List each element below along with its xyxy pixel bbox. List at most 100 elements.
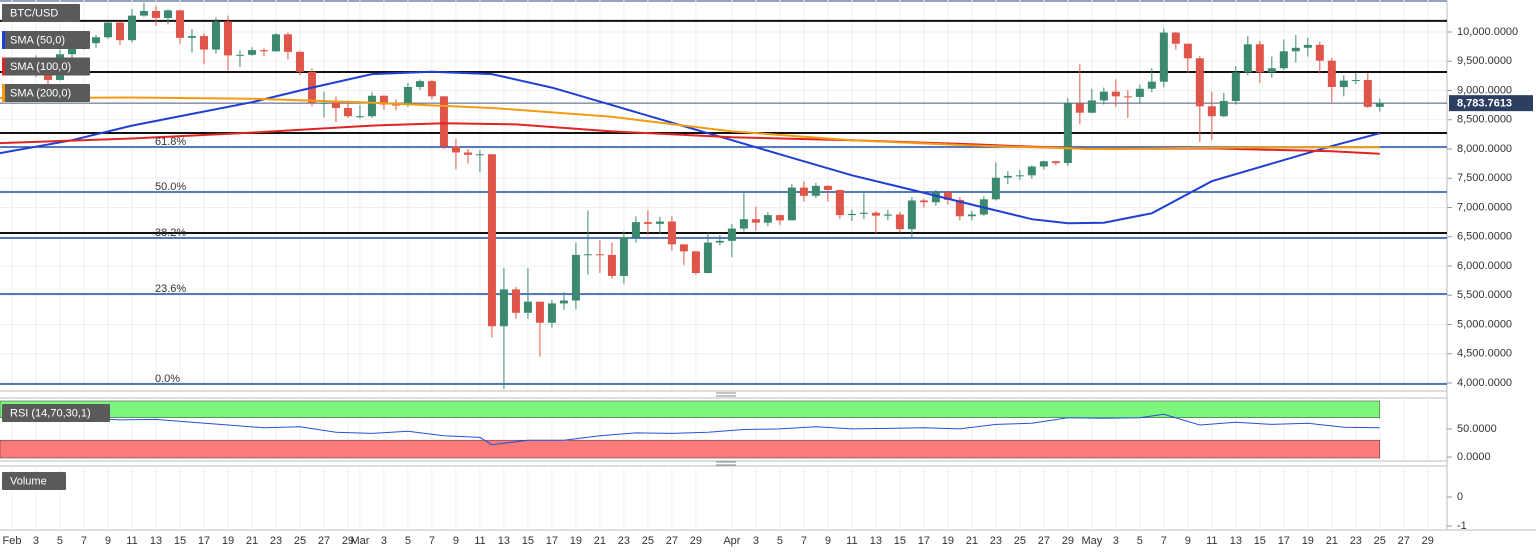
candle-body xyxy=(1123,96,1132,98)
candle-body xyxy=(43,73,52,80)
y-tick-label: 5,000.0000 xyxy=(1457,318,1512,330)
x-tick-label: 3 xyxy=(33,535,39,547)
x-tick-label: 13 xyxy=(498,535,510,547)
candle-body xyxy=(247,50,256,55)
x-tick-label: 25 xyxy=(642,535,654,547)
candle-body xyxy=(643,222,652,224)
y-tick-label: 0.0000 xyxy=(1457,451,1491,463)
legend-label: RSI (14,70,30,1) xyxy=(10,407,91,419)
candle-body xyxy=(103,22,112,38)
candle-body xyxy=(1291,47,1300,52)
x-tick-label: 23 xyxy=(990,535,1002,547)
candle-body xyxy=(1375,103,1384,107)
y-tick-label: -1 xyxy=(1457,520,1467,532)
fib-label: 61.8% xyxy=(155,136,186,148)
y-tick-label: 0 xyxy=(1457,491,1463,503)
candle-body xyxy=(1087,100,1096,113)
y-tick-label: 8,500.0000 xyxy=(1457,114,1512,126)
candle-body xyxy=(691,251,700,274)
candle-body xyxy=(631,222,640,238)
sma-line xyxy=(0,70,1381,225)
legend-color xyxy=(2,31,5,49)
oversold-band xyxy=(0,439,1381,459)
candle-body xyxy=(1255,44,1264,73)
candle-body xyxy=(571,254,580,301)
rsi-line xyxy=(11,413,1380,446)
x-tick-label: 5 xyxy=(1137,535,1143,547)
legend-box xyxy=(2,404,110,422)
candle-body xyxy=(439,96,448,147)
candle-body xyxy=(211,21,220,50)
candle-body xyxy=(295,51,304,72)
candle-body xyxy=(931,192,940,203)
resize-handle[interactable] xyxy=(716,392,736,397)
candle-body xyxy=(1267,68,1276,73)
candle-body xyxy=(1051,161,1060,164)
candle-body xyxy=(787,187,796,221)
candle-body xyxy=(1207,106,1216,117)
x-tick-label: May xyxy=(1081,535,1102,547)
candle-body xyxy=(139,10,148,16)
candle-body xyxy=(859,212,868,214)
candle-body xyxy=(919,200,928,203)
x-tick-label: 11 xyxy=(1206,535,1217,547)
legend-box xyxy=(2,84,90,102)
sma-line xyxy=(0,96,1380,151)
candle-body xyxy=(775,215,784,221)
candle-body xyxy=(1063,103,1072,164)
candle-body xyxy=(283,34,292,52)
x-tick-label: 29 xyxy=(1422,535,1434,547)
y-tick-label: 4,000.0000 xyxy=(1457,377,1512,389)
candle-body xyxy=(871,212,880,216)
candle-body xyxy=(883,214,892,216)
candle-body xyxy=(1243,44,1252,73)
candle-body xyxy=(655,221,664,224)
legend-label: SMA (200,0) xyxy=(10,87,71,99)
candle-body xyxy=(943,192,952,200)
candle-body xyxy=(67,46,76,55)
candle-body xyxy=(487,154,496,327)
candle-body xyxy=(559,300,568,304)
candle-body xyxy=(235,54,244,56)
legend-label: SMA (100,0) xyxy=(10,61,71,73)
candle-body xyxy=(991,177,1000,200)
x-tick-label: 21 xyxy=(1326,535,1338,547)
candle-body xyxy=(1111,91,1120,97)
x-tick-label: 11 xyxy=(846,535,857,547)
x-tick-label: 25 xyxy=(294,535,306,547)
x-tick-label: 5 xyxy=(57,535,63,547)
x-tick-label: 29 xyxy=(690,535,702,547)
legend-box xyxy=(2,57,90,76)
candle-body xyxy=(523,301,532,313)
candle-body xyxy=(199,36,208,50)
x-tick-label: 13 xyxy=(1230,535,1242,547)
candle-body xyxy=(619,237,628,276)
x-tick-label: 27 xyxy=(666,535,678,547)
candle-body xyxy=(91,37,100,44)
candle-body xyxy=(547,303,556,323)
candle-body xyxy=(1159,32,1168,82)
legend-box xyxy=(2,31,90,49)
candle-body xyxy=(667,221,676,245)
candle-body xyxy=(595,254,604,256)
candle-body xyxy=(967,214,976,217)
y-tick-label: 9,000.0000 xyxy=(1457,84,1512,96)
x-tick-label: 5 xyxy=(777,535,783,547)
candle-body xyxy=(511,289,520,313)
x-tick-label: 23 xyxy=(1350,535,1362,547)
candle-body xyxy=(1195,58,1204,107)
x-tick-label: 5 xyxy=(405,535,411,547)
legend-label: SMA (50,0) xyxy=(10,34,65,46)
candle-body xyxy=(499,289,508,327)
candle-body xyxy=(427,81,436,97)
x-tick-label: 27 xyxy=(318,535,330,547)
candle-body xyxy=(331,102,340,109)
x-tick-label: 7 xyxy=(81,535,87,547)
x-tick-label: 13 xyxy=(150,535,162,547)
fib-label: 23.6% xyxy=(155,283,186,295)
legend-color xyxy=(2,84,5,102)
resize-handle[interactable] xyxy=(716,461,736,466)
candle-body xyxy=(823,185,832,190)
candle-body xyxy=(811,185,820,196)
